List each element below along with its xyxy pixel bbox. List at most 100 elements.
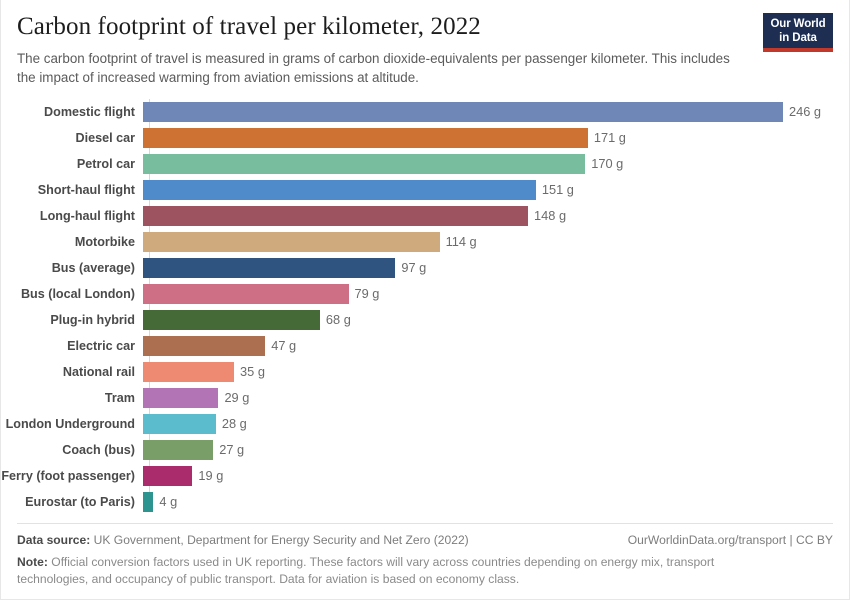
- bar-row[interactable]: London Underground 28 g: [1, 411, 849, 437]
- bar-track: 114 g: [143, 229, 849, 255]
- bar[interactable]: [143, 309, 320, 330]
- bar[interactable]: [143, 205, 529, 226]
- bar-row[interactable]: Diesel car 171 g: [1, 125, 849, 151]
- bar-row[interactable]: Bus (local London) 79 g: [1, 281, 849, 307]
- bar-category-label: Diesel car: [75, 130, 135, 145]
- data-source-text: UK Government, Department for Energy Sec…: [93, 532, 469, 547]
- bar-category-label: Electric car: [67, 338, 135, 353]
- bar-category-label: Bus (local London): [20, 286, 135, 301]
- y-axis-line: [149, 98, 150, 509]
- bar-row[interactable]: Plug-in hybrid 68 g: [1, 307, 849, 333]
- bar-category-label: Petrol car: [76, 156, 135, 171]
- bar-value-label: 246 g: [789, 104, 822, 120]
- bar-track: 68 g: [143, 307, 849, 333]
- bar-value-label: 4 g: [159, 494, 178, 510]
- page-title: Carbon footprint of travel per kilometer…: [17, 13, 481, 40]
- bar-track: 19 g: [143, 463, 849, 489]
- bar[interactable]: [143, 387, 219, 408]
- bar-track: 28 g: [143, 411, 849, 437]
- bar-category-label: Domestic flight: [44, 104, 135, 119]
- bar-chart: Domestic flight 246 g Diesel car 171 g Petro…: [1, 98, 849, 512]
- bar-value-label: 114 g: [445, 234, 477, 250]
- bar-row[interactable]: Long-haul flight 148 g: [1, 203, 849, 229]
- bar[interactable]: [143, 257, 396, 278]
- bar-value-label: 47 g: [271, 338, 297, 354]
- bar-category-label: Eurostar (to Paris): [25, 494, 135, 509]
- note-label: Note:: [17, 554, 48, 569]
- chart-header: Carbon footprint of travel per kilometer…: [1, 0, 849, 87]
- bar-track: 79 g: [143, 281, 849, 307]
- bar-track: 148 g: [143, 203, 849, 229]
- bar[interactable]: [143, 361, 235, 382]
- owid-logo[interactable]: Our World in Data: [763, 13, 833, 53]
- bar[interactable]: [143, 413, 216, 434]
- bar-track: 35 g: [143, 359, 849, 385]
- bar[interactable]: [143, 231, 440, 252]
- bar-track: 29 g: [143, 385, 849, 411]
- bar-track: 47 g: [143, 333, 849, 359]
- bar-category-label: Long-haul flight: [39, 208, 135, 223]
- chart-subtitle: The carbon footprint of travel is measur…: [17, 50, 730, 85]
- bar-row[interactable]: Bus (average) 97 g: [1, 255, 849, 281]
- bar-track: 4 g: [143, 489, 849, 515]
- data-source: Data source: UK Government, Department f…: [17, 533, 469, 547]
- bar-row[interactable]: Eurostar (to Paris) 4 g: [1, 489, 849, 515]
- logo-line-1: Our World: [770, 18, 826, 30]
- bar-track: 246 g: [143, 99, 849, 125]
- bar-value-label: 27 g: [219, 442, 245, 458]
- bar[interactable]: [143, 491, 154, 512]
- bar-track: 151 g: [143, 177, 849, 203]
- bar-row[interactable]: Petrol car 170 g: [1, 151, 849, 177]
- bar-track: 97 g: [143, 255, 849, 281]
- bar-value-label: 19 g: [198, 468, 224, 484]
- bar-row[interactable]: Short-haul flight 151 g: [1, 177, 849, 203]
- bar-category-label: Motorbike: [74, 234, 135, 249]
- footer-note: Note: Official conversion factors used i…: [17, 554, 767, 589]
- bar-value-label: 148 g: [534, 208, 567, 224]
- bar-category-label: Plug-in hybrid: [50, 312, 135, 327]
- bar-value-label: 170 g: [591, 156, 624, 172]
- bar-category-label: Short-haul flight: [37, 182, 135, 197]
- bar-row[interactable]: Ferry (foot passenger) 19 g: [1, 463, 849, 489]
- bar-row[interactable]: Domestic flight 246 g: [1, 99, 849, 125]
- bar-value-label: 68 g: [325, 312, 351, 328]
- footer-source-row: Data source: UK Government, Department f…: [17, 533, 833, 547]
- bar-track: 171 g: [143, 125, 849, 151]
- note-text: Official conversion factors used in UK r…: [17, 554, 715, 587]
- bar-row[interactable]: Tram 29 g: [1, 385, 849, 411]
- bar-category-label: Ferry (foot passenger): [1, 468, 135, 483]
- bar[interactable]: [143, 127, 588, 148]
- bar-value-label: 79 g: [354, 286, 380, 302]
- bar-row[interactable]: Electric car 47 g: [1, 333, 849, 359]
- bar-category-label: Bus (average): [51, 260, 135, 275]
- bar[interactable]: [143, 439, 214, 460]
- bar-category-label: Coach (bus): [62, 442, 135, 457]
- chart-footer: Data source: UK Government, Department f…: [1, 522, 849, 599]
- bar-category-label: National rail: [62, 364, 135, 379]
- logo-line-2: in Data: [779, 31, 817, 44]
- footer-divider: [17, 522, 833, 524]
- bar-track: 27 g: [143, 437, 849, 463]
- bar[interactable]: [143, 101, 783, 122]
- bar-category-label: London Underground: [5, 416, 135, 431]
- data-source-label: Data source:: [17, 532, 91, 547]
- bar-value-label: 28 g: [221, 416, 247, 432]
- bar-value-label: 171 g: [593, 130, 626, 146]
- owid-link[interactable]: OurWorldinData.org/transport | CC BY: [627, 532, 833, 547]
- bar[interactable]: [143, 283, 349, 304]
- bar[interactable]: [143, 153, 586, 174]
- bar-track: 170 g: [143, 151, 849, 177]
- bar-value-label: 35 g: [240, 364, 265, 380]
- bar-row[interactable]: Motorbike 114 g: [1, 229, 849, 255]
- bar-value-label: 97 g: [401, 260, 427, 276]
- bar[interactable]: [143, 335, 266, 356]
- bar-row[interactable]: National rail 35 g: [1, 359, 849, 385]
- bar-list: Domestic flight 246 g Diesel car 171 g Petro…: [1, 99, 849, 515]
- bar[interactable]: [143, 179, 536, 200]
- bar-category-label: Tram: [104, 390, 135, 405]
- bar-value-label: 29 g: [224, 390, 250, 406]
- bar-value-label: 151 g: [541, 182, 574, 198]
- bar-row[interactable]: Coach (bus) 27 g: [1, 437, 849, 463]
- bar[interactable]: [143, 465, 193, 486]
